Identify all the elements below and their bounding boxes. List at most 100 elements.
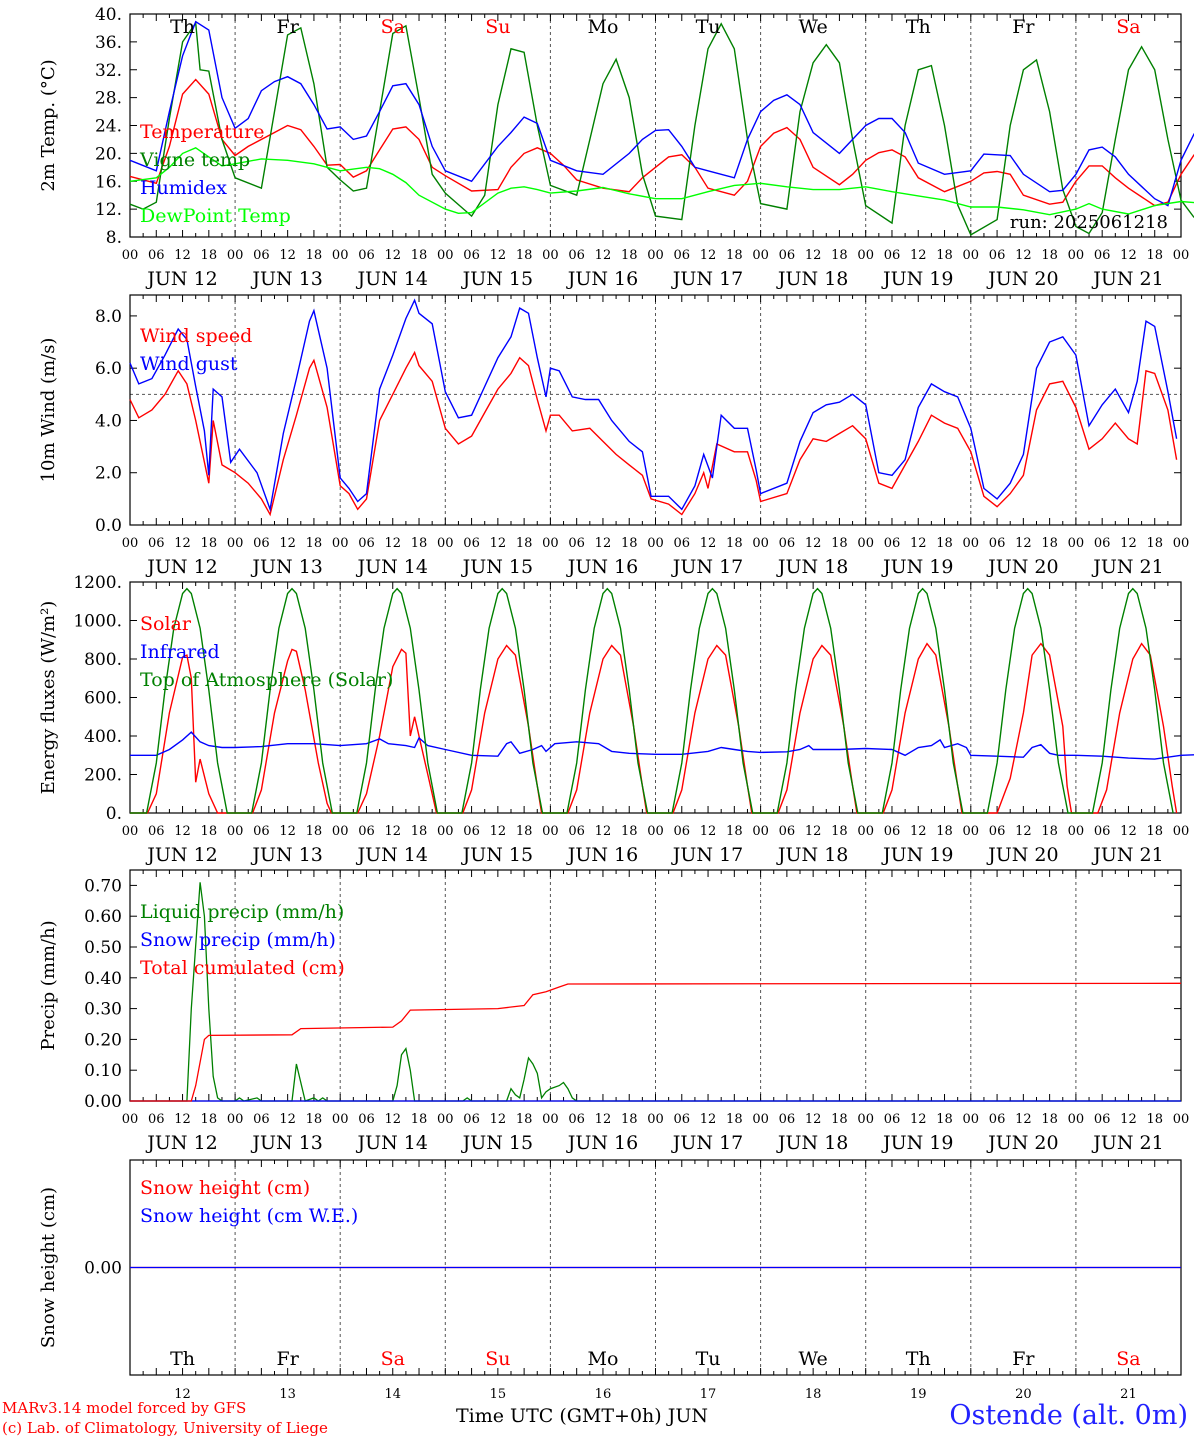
hour-tick-label: 12	[805, 1112, 822, 1127]
hour-tick-label: 18	[516, 248, 533, 263]
hour-tick-label: 06	[358, 536, 375, 551]
hour-tick-label: 00	[122, 824, 139, 839]
hour-tick-label: 18	[726, 824, 743, 839]
hour-tick-label: 06	[884, 536, 901, 551]
hour-tick-label: 12	[595, 248, 612, 263]
hour-tick-label: 06	[463, 1112, 480, 1127]
date-label: JUN 20	[986, 556, 1058, 578]
model-credit: MARv3.14 model forced by GFS	[2, 1399, 247, 1417]
hour-tick-label: 18	[1146, 1112, 1163, 1127]
hour-tick-label: 18	[1146, 824, 1163, 839]
date-label: JUN 21	[1091, 268, 1163, 290]
hour-tick-label: 12	[1015, 1112, 1032, 1127]
hour-tick-label: 00	[122, 1112, 139, 1127]
hour-tick-label: 06	[253, 536, 270, 551]
run-annotation: run: 2025061218	[1010, 212, 1168, 233]
date-label: JUN 16	[566, 556, 638, 578]
y-axis-label: Snow height (cm)	[38, 1187, 59, 1348]
hour-tick-label: 12	[1015, 536, 1032, 551]
weekday-label: Th	[170, 16, 195, 38]
y-tick-label: 600.	[84, 689, 122, 709]
date-label: JUN 15	[461, 556, 533, 578]
hour-tick-label: 12	[595, 536, 612, 551]
hour-tick-label: 12	[279, 248, 296, 263]
weekday-label: Sa	[1116, 1348, 1140, 1370]
legend-entry: Snow precip (mm/h)	[140, 929, 336, 951]
hour-tick-label: 00	[857, 536, 874, 551]
date-label: JUN 18	[776, 268, 848, 290]
hour-tick-label: 12	[174, 536, 191, 551]
date-label: JUN 17	[671, 268, 743, 290]
weekday-label: Mo	[587, 1348, 618, 1370]
date-label: JUN 15	[461, 1132, 533, 1154]
hour-tick-label: 06	[568, 536, 585, 551]
hour-tick-label: 06	[1094, 536, 1111, 551]
day-number: 21	[1120, 1387, 1137, 1402]
y-tick-label: 8.	[106, 228, 122, 248]
hour-tick-label: 18	[516, 536, 533, 551]
y-tick-label: 12.	[95, 200, 122, 220]
hour-tick-label: 00	[122, 536, 139, 551]
weekday-label: Tu	[696, 16, 721, 38]
hour-tick-label: 18	[936, 824, 953, 839]
hour-tick-label: 00	[1173, 536, 1190, 551]
hour-tick-label: 12	[805, 824, 822, 839]
hour-tick-label: 12	[700, 248, 717, 263]
hour-tick-label: 00	[227, 248, 244, 263]
hour-tick-label: 06	[148, 536, 165, 551]
hour-tick-label: 00	[1068, 1112, 1085, 1127]
hour-tick-label: 18	[831, 824, 848, 839]
weekday-label: Su	[485, 1348, 510, 1370]
hour-tick-label: 06	[674, 536, 691, 551]
y-axis-label: Precip (mm/h)	[38, 920, 59, 1050]
date-label: JUN 13	[250, 268, 322, 290]
panel-3	[129, 581, 1194, 814]
y-tick-label: 40.	[95, 5, 122, 25]
hour-tick-label: 00	[1173, 248, 1190, 263]
hour-tick-label: 12	[1015, 248, 1032, 263]
panel-2	[129, 294, 1182, 526]
hour-tick-label: 18	[936, 248, 953, 263]
hour-tick-label: 12	[490, 1112, 507, 1127]
hour-tick-label: 00	[542, 248, 559, 263]
hour-tick-label: 18	[1041, 824, 1058, 839]
hour-tick-label: 12	[910, 824, 927, 839]
panel-frame	[129, 13, 1182, 238]
hour-tick-label: 18	[411, 248, 428, 263]
day-number: 13	[279, 1387, 296, 1402]
hour-tick-label: 00	[122, 248, 139, 263]
y-tick-label: 0.10	[84, 1061, 122, 1081]
hour-tick-label: 12	[174, 1112, 191, 1127]
y-tick-label: 0.50	[84, 938, 122, 958]
hour-tick-label: 18	[936, 1112, 953, 1127]
hour-tick-label: 12	[805, 536, 822, 551]
y-tick-label: 8.0	[95, 307, 122, 327]
y-tick-label: 36.	[95, 33, 122, 53]
date-label: JUN 21	[1091, 556, 1163, 578]
hour-tick-label: 12	[279, 1112, 296, 1127]
hour-tick-label: 12	[805, 248, 822, 263]
hour-tick-label: 06	[1094, 824, 1111, 839]
y-axis-label: Energy fluxes (W/m²)	[38, 601, 59, 795]
legend-entry: Liquid precip (mm/h)	[140, 901, 344, 923]
hour-tick-label: 00	[857, 824, 874, 839]
hour-tick-label: 12	[279, 536, 296, 551]
hour-tick-label: 12	[1120, 536, 1137, 551]
weekday-label: Th	[170, 1348, 195, 1370]
hour-tick-label: 06	[358, 1112, 375, 1127]
series-humidex	[129, 20, 1194, 207]
y-tick-label: 4.0	[95, 411, 122, 431]
day-number: 14	[384, 1387, 401, 1402]
hour-tick-label: 06	[779, 536, 796, 551]
hour-tick-label: 18	[936, 536, 953, 551]
date-label: JUN 14	[356, 1132, 428, 1154]
legend-entry: Wind speed	[140, 325, 252, 347]
date-label: JUN 18	[776, 556, 848, 578]
y-tick-label: 0.	[106, 804, 122, 824]
hour-tick-label: 18	[306, 1112, 323, 1127]
panel-5	[129, 1159, 1182, 1376]
series-temperature	[129, 78, 1194, 207]
hour-tick-label: 18	[411, 536, 428, 551]
hour-tick-label: 12	[384, 824, 401, 839]
hour-tick-label: 00	[227, 824, 244, 839]
